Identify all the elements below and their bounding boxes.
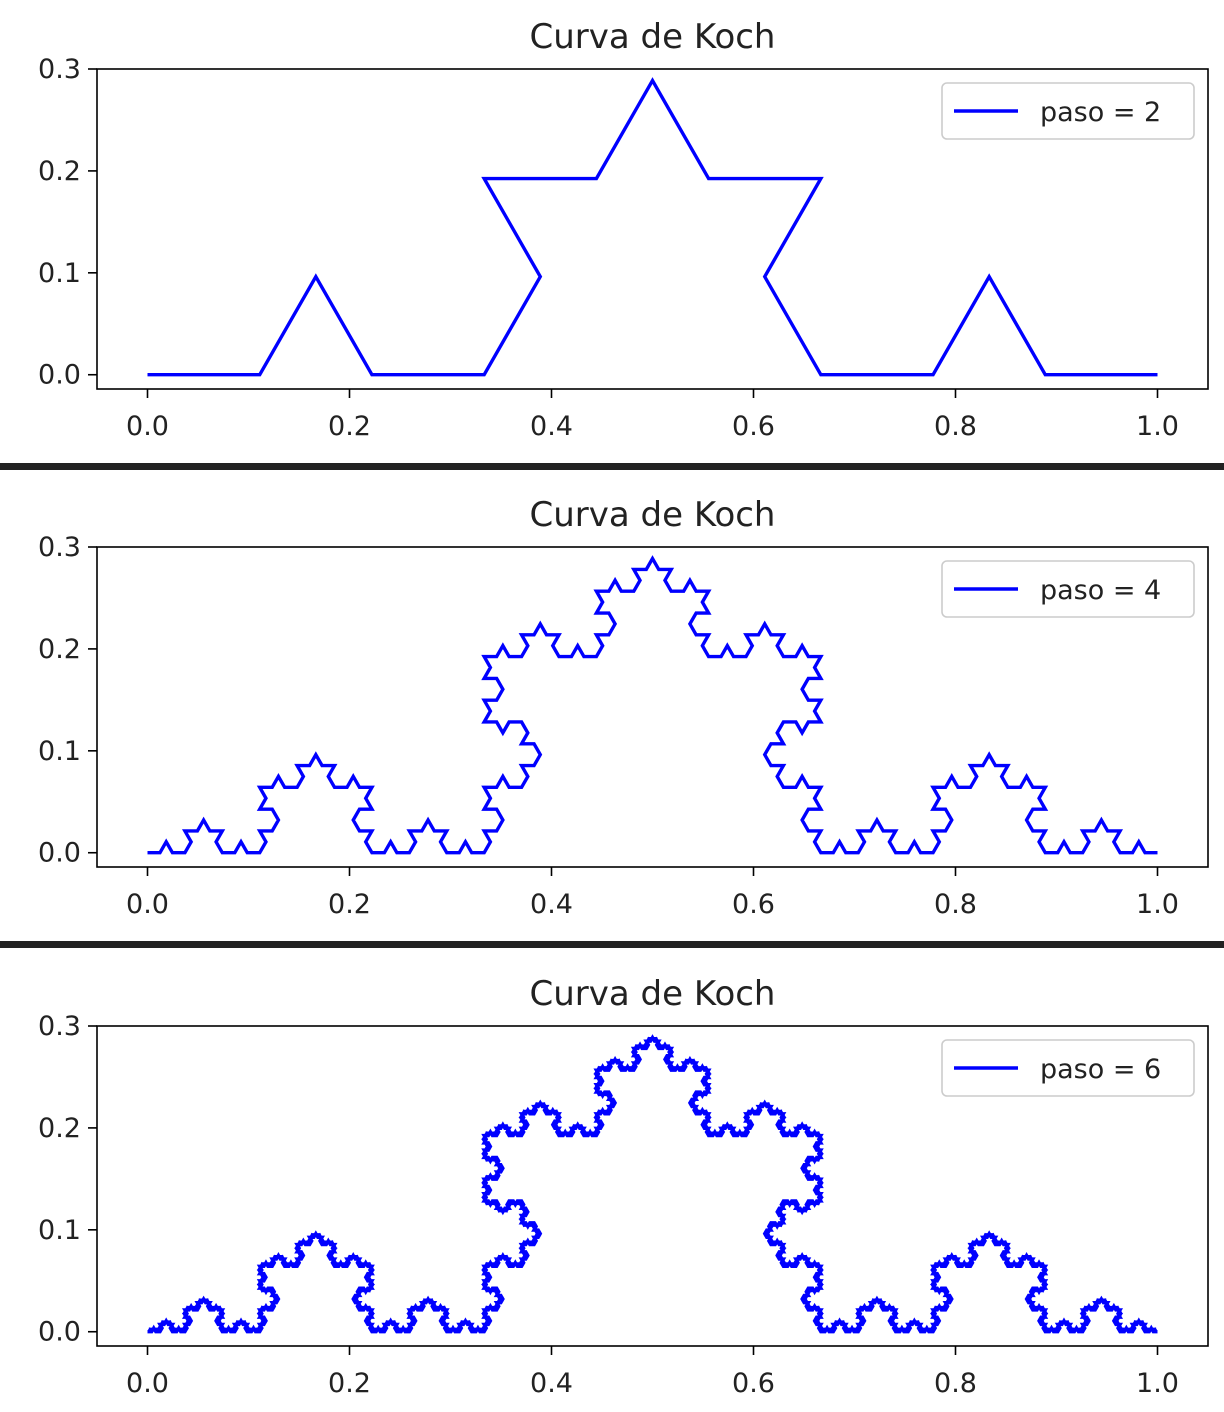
x-tick-label: 1.0	[1136, 1368, 1179, 1399]
x-tick-label: 0.2	[328, 889, 371, 920]
x-tick-label: 0.8	[934, 411, 977, 442]
x-tick-label: 0.4	[530, 411, 573, 442]
koch-curve-line	[147, 555, 1158, 855]
panel-separator	[0, 941, 1224, 948]
chart-panel-2: Curva de Koch 0.0 0.2 0.4 0.6 0.8 1.0 0.0 0.1 0.2…	[0, 470, 1224, 940]
legend-box	[941, 1039, 1195, 1097]
legend-label: paso = 6	[1040, 1054, 1161, 1085]
x-tick-label: 0.6	[732, 889, 775, 920]
koch-chart-step-4: Curva de Koch 0.0 0.2 0.4 0.6 0.8 1.0 0.0 0.1 0.2…	[38, 495, 1209, 920]
chart-title: Curva de Koch	[530, 17, 776, 57]
legend-box	[941, 82, 1195, 140]
x-tick-label: 1.0	[1136, 411, 1179, 442]
chart-title: Curva de Koch	[530, 974, 776, 1014]
x-tick-label: 0.0	[126, 1368, 169, 1399]
chart-panel-1: Curva de Koch 0.0 0.2 0.4 0.6 0.8 1.0 0.0 0.1 0.2…	[0, 0, 1224, 462]
x-tick-label: 0.6	[732, 1368, 775, 1399]
axes-frame	[96, 546, 1209, 868]
y-tick-label: 0.2	[38, 156, 81, 187]
x-tick-label: 0.2	[328, 411, 371, 442]
x-tick-label: 0.2	[328, 1368, 371, 1399]
x-tick-label: 0.0	[126, 411, 169, 442]
chart-panel-3: Curva de Koch 0.0 0.2 0.4 0.6 0.8 1.0 0.0 0.1 0.2…	[0, 948, 1224, 1412]
x-tick-label: 0.0	[126, 889, 169, 920]
x-tick-label: 1.0	[1136, 889, 1179, 920]
x-tick-label: 0.4	[530, 889, 573, 920]
x-tick-label: 0.4	[530, 1368, 573, 1399]
x-tick-label: 0.8	[934, 1368, 977, 1399]
y-tick-label: 0.1	[38, 736, 81, 767]
chart-title: Curva de Koch	[530, 495, 776, 535]
y-tick-label: 0.2	[38, 634, 81, 665]
koch-chart-step-2: Curva de Koch 0.0 0.2 0.4 0.6 0.8 1.0 0.0 0.1 0.2…	[38, 17, 1209, 442]
x-tick-label: 0.6	[732, 411, 775, 442]
axes-frame	[96, 1025, 1209, 1347]
koch-chart-step-6: Curva de Koch 0.0 0.2 0.4 0.6 0.8 1.0 0.0 0.1 0.2…	[38, 974, 1209, 1399]
x-tick-label: 0.8	[934, 889, 977, 920]
y-tick-label: 0.3	[38, 54, 81, 85]
koch-curve-line	[147, 1034, 1158, 1334]
y-tick-label: 0.1	[38, 258, 81, 289]
y-tick-label: 0.3	[38, 532, 81, 563]
y-tick-label: 0.1	[38, 1215, 81, 1246]
legend-box	[941, 560, 1195, 618]
y-tick-label: 0.0	[38, 838, 81, 869]
legend-label: paso = 4	[1040, 575, 1161, 606]
koch-curve-line	[147, 77, 1158, 377]
panel-separator	[0, 463, 1224, 470]
legend: paso = 6	[941, 1039, 1195, 1097]
y-tick-label: 0.0	[38, 360, 81, 391]
legend-label: paso = 2	[1040, 97, 1161, 128]
y-tick-label: 0.3	[38, 1011, 81, 1042]
y-tick-label: 0.2	[38, 1113, 81, 1144]
legend: paso = 2	[941, 82, 1195, 140]
legend: paso = 4	[941, 560, 1195, 618]
y-tick-label: 0.0	[38, 1317, 81, 1348]
axes-frame	[96, 68, 1209, 390]
